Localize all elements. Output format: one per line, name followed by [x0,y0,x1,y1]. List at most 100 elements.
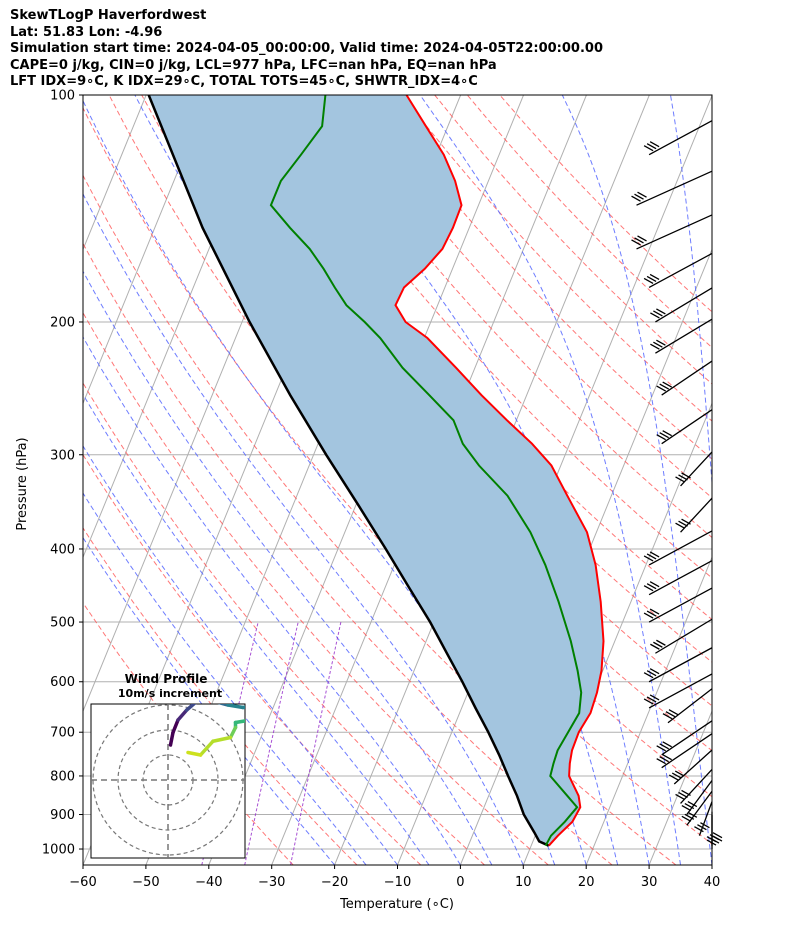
y-tick-label: 600 [50,675,75,690]
wind-barb-staff [686,790,713,826]
time-line: Simulation start time: 2024-04-05_00:00:… [10,41,603,56]
x-tick-label: −20 [321,875,348,890]
cape-line: CAPE=0 j/kg, CIN=0 j/kg, LCL=977 hPa, LF… [10,57,497,73]
wind-barb-flag [650,312,660,319]
wind-barb-flag [631,195,641,202]
dry-adiabat [271,95,712,579]
x-tick-label: −50 [132,875,159,890]
hodograph-segment [251,706,256,720]
wind-barb-staff [680,497,713,533]
wind-barb-flag [643,612,654,619]
isotherm [83,95,84,97]
wind-barb [706,815,723,850]
wind-barb-staff [655,618,713,654]
wind-barb-flag [681,804,692,812]
wind-barb-flag [646,275,657,283]
dry-adiabat [83,382,485,865]
y-tick-label: 700 [50,726,75,741]
y-tick-label: 500 [50,616,75,631]
wind-barb-flag [643,277,654,285]
wind-barb-staff [648,673,713,709]
wind-barb-flag [697,824,707,831]
wind-barb-staff [648,647,713,683]
dry-adiabat [83,174,677,865]
wind-barb [656,733,713,769]
wind-barb-flag [650,643,660,650]
moist-adiabat [83,336,461,865]
temperature-line [394,95,605,847]
parcel-line [147,95,550,847]
wind-barb [656,720,713,756]
wind-barb-staff [680,451,713,487]
hodograph-segment [198,739,215,757]
wind-barb-staff [636,170,713,206]
wind-barb-staff [648,120,713,156]
moist-adiabat [419,95,681,865]
wind-barb [631,214,713,250]
wind-barb-flag [649,551,660,558]
wind-barb-flag [659,743,669,750]
wind-barb [643,560,713,596]
wind-barb-flag [700,822,710,829]
isotherm [83,95,147,251]
dewpoint-line [269,95,583,847]
hodograph-segment [217,704,230,707]
wind-barb-flag [712,832,723,839]
wind-barb-flag [681,472,691,479]
wind-barb-flag [671,772,682,779]
wind-barb-flag [668,709,679,716]
wind-barb-staff [648,530,713,566]
wind-barb-staff [680,768,713,804]
wind-barb [668,749,713,785]
hodograph-segment [228,725,238,740]
wind-barb-flag [681,815,692,822]
isotherm [83,95,210,405]
wind-barb-flag [646,696,657,703]
wind-barb-flag [662,381,672,388]
wind-barb-flag [674,770,685,777]
wind-barb-flag [631,239,641,246]
wind-barb-staff [661,409,713,445]
wind-barb [681,790,713,826]
x-tick-label: 20 [578,875,595,890]
wind-barb [675,497,713,533]
wind-barb-flag [694,826,704,833]
moist-adiabat [296,95,650,865]
wind-barb-flag [656,385,666,392]
y-tick-label: 300 [50,448,75,463]
wind-barb-flag [675,476,685,483]
hodograph-segment [168,730,175,747]
wind-barb-flag [662,430,672,437]
wind-barb-flag [656,639,666,646]
wind-barb-staff [661,733,713,769]
wind-barb-flag [643,145,654,152]
wind-barb-staff [661,360,713,396]
moist-adiabat [83,445,398,865]
mixing-ratio-line [290,621,342,865]
wind-barb [643,587,713,623]
wind-barb-flag [662,741,672,748]
hodograph-segment [185,704,197,712]
wind-barb-flag [662,754,672,761]
wind-barb-flag [684,802,695,810]
wind-barb-flag [656,745,666,752]
wind-barb-flag [665,711,676,718]
isotherm [648,709,712,865]
wind-barb-flag [659,383,669,390]
wind-barb [650,318,713,354]
wind-barb-staff [686,780,713,815]
wind-barb-flag [678,791,688,798]
wind-barb-flag [653,310,663,317]
wind-barb [694,801,713,836]
wind-barb-flag [681,518,691,525]
mixing-ratio-line [244,621,299,865]
wind-barb-flag [649,608,660,615]
hodograph-segment [186,750,203,757]
x-tick-label: −40 [195,875,222,890]
wind-barb [675,768,713,804]
wind-barb-flag [687,800,698,808]
x-tick-label: 40 [704,875,721,890]
x-axis-label: Temperature (∘C) [339,897,454,912]
